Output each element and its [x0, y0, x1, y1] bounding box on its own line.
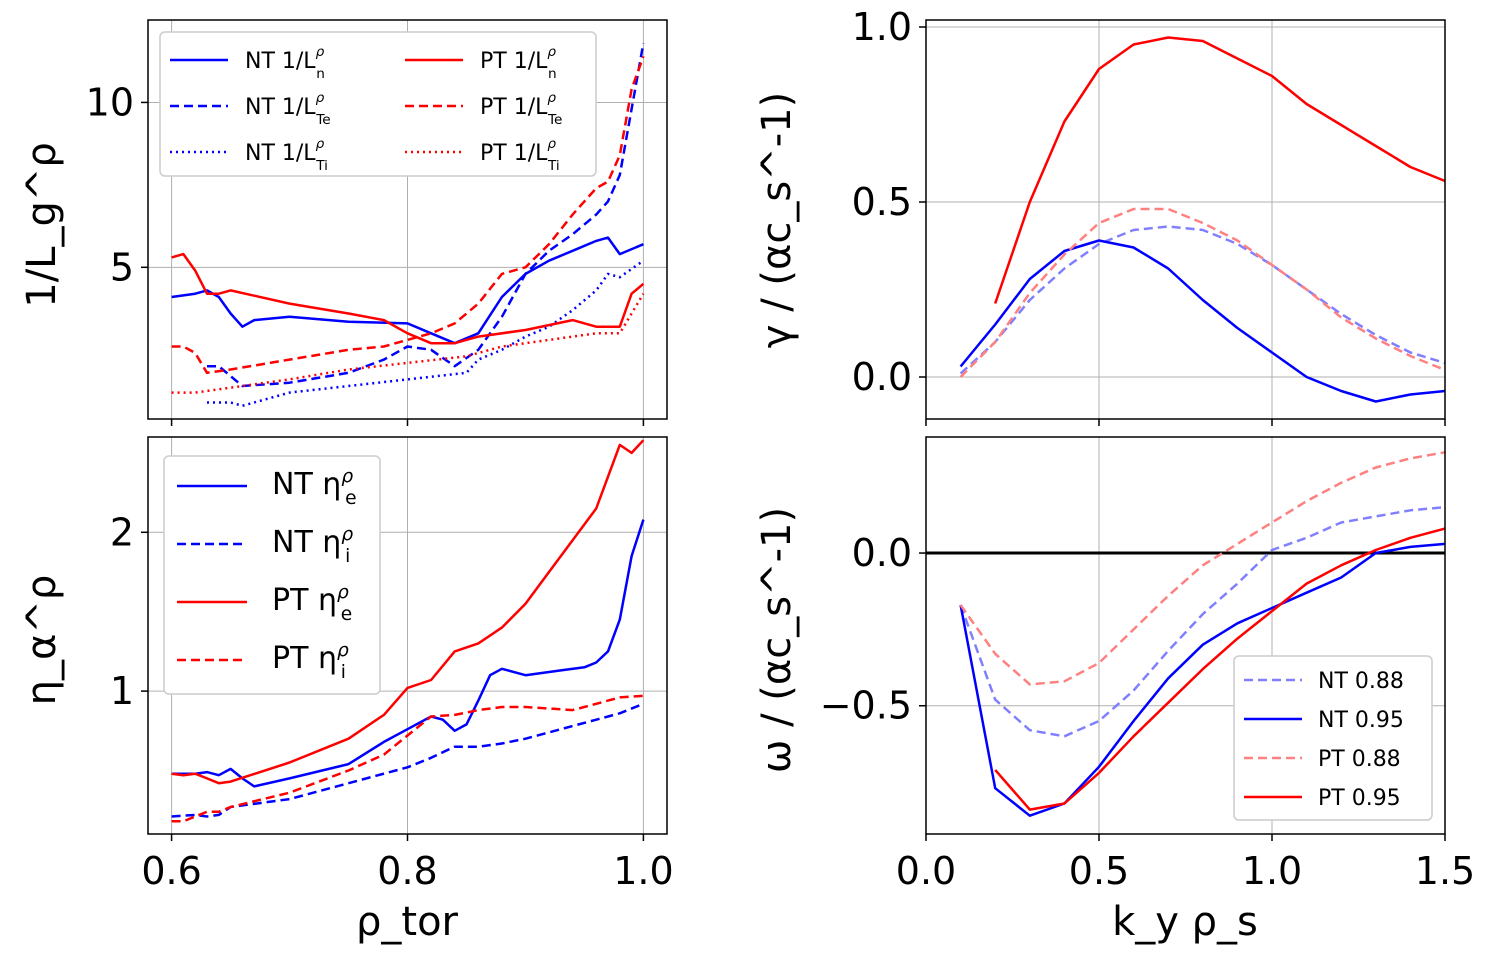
legend-label: PT 1/Lρ Te: [480, 90, 562, 128]
panel-b-series-pt-0-88: [959, 207, 1446, 378]
legend-label: PT 1/Lρ n: [480, 44, 557, 82]
legend-label: PT ηρ i: [272, 640, 349, 683]
legend-label: NT 1/Lρ Ti: [245, 136, 328, 174]
panel-a-legend: NT 1/Lρ n NT 1/Lρ Te NT 1/Lρ Ti PT 1/Lρ n PT 1/L…: [159, 31, 597, 177]
panel-a-series-nt-1-l-te-: [207, 42, 645, 388]
panel-growth-rate: 0.0 0.5 1.0 γ / (αc_s^-1): [754, 5, 1446, 426]
panel-c-legend: NT ηρ e NT ηρ i PT ηρ e PT ηρ i: [163, 455, 381, 695]
legend-label: NT ηρ e: [272, 466, 357, 509]
legend-label: PT 1/Lρ Ti: [480, 136, 560, 174]
panel-d-xtick-label: 1.0: [1242, 849, 1302, 893]
panel-d-ytick-label: −0.5: [820, 684, 912, 728]
panel-a-series-nt-1-l-n-: [171, 236, 644, 345]
panel-b-series-nt-0-88: [959, 225, 1446, 375]
panel-d-ylabel: ω / (αc_s^-1): [754, 507, 800, 773]
panel-a-frame: [147, 19, 668, 420]
panel-d-xtick-label: 0.5: [1069, 849, 1129, 893]
panel-b-frame: [925, 19, 1446, 420]
panel-d-xtick-label: 0.0: [896, 849, 956, 893]
panel-c-series-pt-i-: [171, 694, 644, 823]
panel-c-xlabel: ρ_tor: [356, 899, 459, 945]
legend-label: NT 0.88: [1318, 669, 1404, 694]
panel-b-ytick-label: 0.5: [852, 180, 912, 224]
panel-gradient-lengths: 5 10 1/L_g^ρ NT 1/Lρ n NT 1/Lρ Te NT 1/Lρ Ti PT…: [19, 19, 668, 426]
panel-b-ylabel: γ / (αc_s^-1): [754, 92, 800, 348]
panel-d-legend: NT 0.88 NT 0.95 PT 0.88 PT 0.95: [1233, 655, 1433, 821]
panel-d-frame: [925, 436, 1446, 835]
legend-label: NT 1/Lρ Te: [245, 90, 331, 128]
panel-c-xtick-label: 0.6: [141, 849, 201, 893]
legend-label: PT 0.88: [1318, 747, 1401, 772]
panel-d-xlabel: k_y ρ_s: [1112, 899, 1258, 945]
panel-c-ytick-label: 1: [110, 669, 134, 713]
panel-eta: 0.6 0.8 1.0 1 2 η_α^ρ ρ_tor NT ηρ e NT ηρ i PT η…: [19, 436, 674, 945]
panel-c-frame: [147, 436, 668, 835]
panel-c-series-pt-e-: [171, 439, 645, 785]
panel-c-series-nt-i-: [171, 702, 644, 818]
panel-a-ytick-label: 10: [86, 80, 134, 124]
panel-a-series-pt-1-l-te-: [171, 55, 645, 375]
legend-label: PT ηρ e: [272, 582, 352, 625]
panel-c-xtick-label: 1.0: [613, 849, 673, 893]
panel-d-ytick-label: 0.0: [852, 531, 912, 575]
panel-a-ytick-label: 5: [110, 245, 134, 289]
legend-label: NT 0.95: [1318, 708, 1404, 733]
panel-b-ytick-label: 1.0: [852, 5, 912, 49]
legend-label: PT 0.95: [1318, 786, 1401, 811]
panel-a-series-pt-1-l-n-: [171, 252, 645, 345]
panel-d-xtick-label: 1.5: [1415, 849, 1475, 893]
panel-a-ylabel: 1/L_g^ρ: [19, 142, 65, 308]
legend-label: NT ηρ i: [272, 524, 353, 567]
panel-c-xtick-label: 0.8: [377, 849, 437, 893]
panel-d-series-pt-0-95: [994, 527, 1446, 811]
panel-b-series-nt-0-95: [959, 239, 1446, 403]
panel-c-series-nt-e-: [171, 519, 645, 788]
panel-a-series-nt-1-l-ti-: [207, 259, 645, 408]
panel-c-ytick-label: 2: [110, 510, 134, 554]
panel-d-series-nt-0-88: [959, 505, 1446, 738]
panel-b-series-pt-0-95: [994, 36, 1446, 304]
panel-d-series-nt-0-95: [959, 542, 1446, 817]
panel-c-ylabel: η_α^ρ: [19, 575, 65, 706]
panel-frequency: 0.0 0.5 1.0 1.5 −0.5 0.0 ω / (αc_s^-1) k_y ρ_…: [754, 436, 1475, 945]
legend-label: NT 1/Lρ n: [245, 44, 325, 82]
panel-d-series-pt-0-88: [959, 451, 1446, 686]
panel-b-ytick-label: 0.0: [852, 355, 912, 399]
